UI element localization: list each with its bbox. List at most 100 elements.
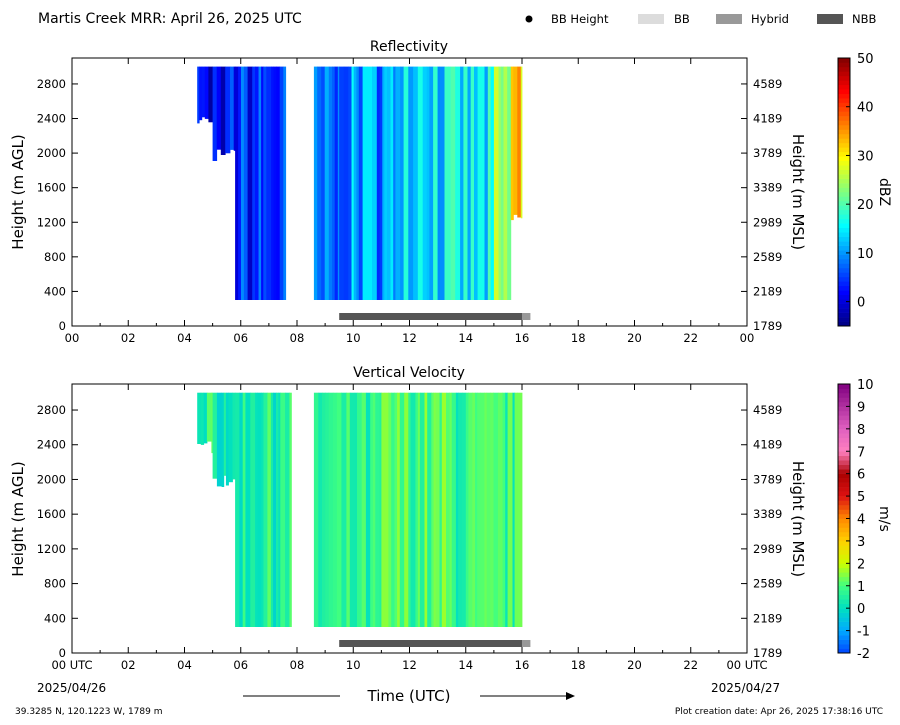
colorbar-segment [838, 572, 850, 578]
colorbar-segment [838, 299, 850, 304]
data-strip [255, 66, 259, 300]
data-strip [276, 66, 281, 300]
data-band [212, 392, 236, 487]
data-strip [487, 66, 492, 300]
colorbar-segment [838, 62, 850, 68]
colorbar-tick-label: 10 [857, 247, 874, 262]
y-tick-label-right: 2589 [753, 250, 782, 264]
y-tick-label-right: 2989 [753, 542, 782, 556]
data-strip [417, 66, 424, 300]
y-tick-label-right: 2989 [753, 215, 782, 229]
data-strip [486, 392, 491, 627]
reflectivity-ylabel: Height (m AGL) [9, 134, 27, 249]
data-strip [372, 66, 378, 300]
data-strip [197, 392, 202, 444]
x-tick-label: 00 [65, 331, 80, 345]
data-strip [204, 66, 209, 119]
colorbar-segment [838, 608, 850, 613]
colorbar-segment [838, 455, 850, 461]
data-strip [367, 66, 373, 300]
colorbar-segment [838, 514, 850, 519]
data-strip [199, 66, 203, 121]
data-strip [354, 392, 358, 627]
colorbar-segment [838, 554, 850, 560]
colorbar-segment [838, 120, 850, 126]
data-band [437, 66, 495, 300]
colorbar-segment [838, 518, 850, 524]
x-tick-label: 02 [121, 331, 136, 345]
colorbar-segment [838, 308, 850, 313]
colorbar-tick-label: 0 [857, 602, 865, 617]
x-tick-label: 16 [515, 331, 530, 345]
colorbar-segment [838, 66, 850, 72]
data-strip [245, 392, 251, 627]
colorbar-frame [837, 57, 851, 327]
data-strip [448, 66, 451, 300]
colorbar-segment [838, 478, 850, 483]
colorbar-segment [838, 58, 850, 63]
bright-band-bar [339, 313, 522, 320]
data-band [197, 66, 213, 124]
colorbar-segment [838, 442, 850, 448]
data-strip [474, 66, 479, 300]
colorbar-segment [838, 259, 850, 264]
colorbar-tick-label: 3 [857, 535, 865, 550]
data-strip [379, 392, 382, 627]
data-strip [395, 66, 401, 300]
reflectivity-title: Reflectivity [370, 39, 448, 55]
y-tick-label-right: 2189 [753, 611, 782, 625]
data-strip [317, 66, 322, 300]
data-strip [225, 66, 231, 154]
data-strip [276, 392, 279, 627]
colorbar-segment [838, 107, 850, 112]
data-strip [343, 66, 349, 300]
data-strip [419, 392, 425, 627]
colorbar-segment [838, 531, 850, 537]
data-strip [475, 392, 478, 627]
colorbar-segment [838, 178, 850, 184]
data-strip [250, 392, 256, 627]
data-strip [433, 66, 438, 300]
x-tick-label: 14 [458, 331, 473, 345]
data-strip [390, 66, 394, 300]
y-tick-label: 800 [44, 250, 66, 264]
colorbar-segment [838, 196, 850, 202]
legend-bb-label: BB [674, 12, 690, 26]
y-tick-label: 400 [44, 611, 66, 625]
data-strip [517, 392, 523, 627]
data-strip [480, 392, 485, 627]
time-arrow-head [566, 692, 575, 700]
data-strip [501, 66, 504, 300]
data-strip [325, 392, 330, 627]
data-strip [225, 392, 229, 486]
colorbar-segment [838, 205, 850, 211]
data-strip [318, 392, 323, 627]
data-strip [512, 392, 516, 627]
colorbar-tick-label: 7 [857, 445, 865, 460]
x-tick-label: 18 [571, 331, 586, 345]
y-tick-label: 2800 [37, 77, 66, 91]
colorbar-segment [838, 617, 850, 622]
data-strip [410, 392, 416, 627]
data-strip [493, 392, 499, 627]
data-strip [349, 392, 356, 627]
colorbar-segment [838, 75, 850, 81]
data-strip [455, 392, 459, 627]
data-strip [413, 66, 419, 300]
colorbar-segment [838, 263, 850, 269]
data-strip [241, 66, 245, 300]
colorbar-segment [838, 285, 850, 291]
data-strip [247, 66, 253, 300]
colorbar-segment [838, 469, 850, 474]
data-strip [502, 392, 506, 627]
colorbar-segment [838, 509, 850, 515]
data-strip [243, 66, 248, 300]
colorbar-segment [838, 200, 850, 206]
legend-nbb-label: NBB [852, 12, 876, 26]
data-strip [263, 66, 267, 300]
legend-nbb-swatch [817, 14, 843, 24]
data-strip [238, 66, 242, 300]
colorbar-segment [838, 232, 850, 237]
data-strip [280, 392, 286, 627]
colorbar-segment [838, 272, 850, 278]
